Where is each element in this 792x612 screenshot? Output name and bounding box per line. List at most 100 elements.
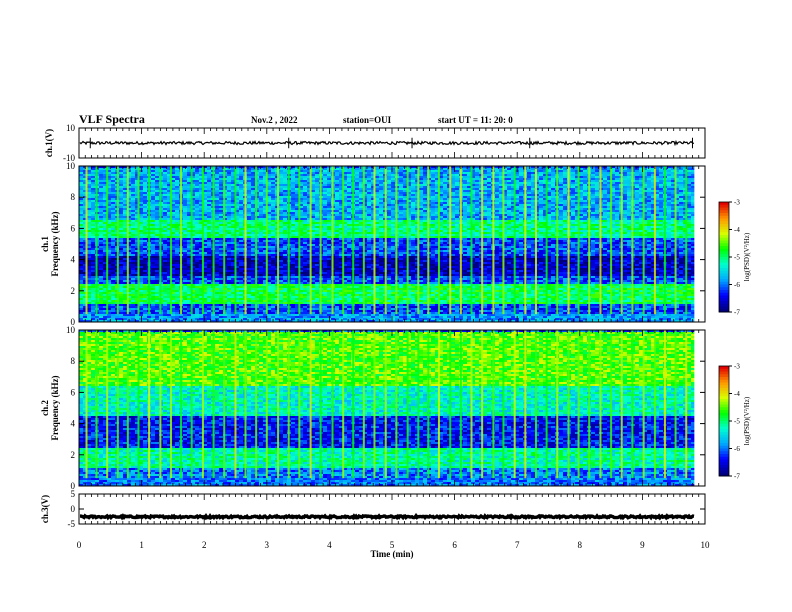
spectrogram-cell	[155, 172, 159, 174]
spectrogram-cell	[507, 186, 511, 188]
spectrogram-cell	[87, 172, 91, 174]
spectrogram-cell	[659, 174, 663, 176]
spectrogram-cell	[123, 174, 127, 176]
spectrogram-cell	[687, 178, 691, 180]
spectrogram-cell	[403, 184, 407, 186]
spectrogram-cell	[615, 182, 619, 184]
spectrogram-cell	[579, 176, 583, 178]
spectrogram-cell	[583, 174, 587, 176]
spectrogram-cell	[499, 168, 503, 170]
spectrogram-cell	[507, 178, 511, 180]
spectrogram-cell	[443, 170, 447, 172]
spectrogram-cell	[531, 176, 535, 178]
spectrogram-cell	[467, 184, 471, 186]
spectrogram-cell	[463, 170, 467, 172]
spectrogram-cell	[375, 178, 379, 180]
spectrogram-cell	[347, 176, 351, 178]
spectrogram-cell	[291, 184, 295, 186]
spectrogram-cell	[527, 182, 531, 184]
spectrogram-cell	[219, 182, 223, 184]
spectrogram-cell	[271, 174, 275, 176]
spectrogram-cell	[303, 172, 307, 174]
spectrogram-cell	[175, 170, 179, 172]
spectrogram-cell	[259, 184, 263, 186]
spectrogram-cell	[387, 184, 391, 186]
spectrogram-cell	[671, 178, 675, 180]
spectrogram-cell	[527, 172, 531, 174]
spectrogram-cell	[239, 184, 243, 186]
spectrogram-cell	[667, 174, 671, 176]
spectrogram-cell	[531, 178, 535, 180]
spectrogram-cell	[231, 168, 235, 170]
spectrogram-cell	[659, 180, 663, 182]
spectrogram-cell	[687, 174, 691, 176]
spectrogram-cell	[603, 184, 607, 186]
spectrogram-cell	[183, 170, 187, 172]
spectrogram-cell	[247, 182, 251, 184]
spectrogram-cell	[327, 182, 331, 184]
spectrogram-cell	[279, 186, 283, 188]
spectrogram-cell	[251, 186, 255, 188]
spectrogram-cell	[231, 176, 235, 178]
spectrogram-cell	[671, 168, 675, 170]
spectrogram-cell	[139, 168, 143, 170]
spectrogram-cell	[359, 172, 363, 174]
spectrogram-cell	[467, 172, 471, 174]
spectrogram-cell	[355, 184, 359, 186]
spectrogram-cell	[531, 182, 535, 184]
spectrogram-cell	[455, 186, 459, 188]
spectrogram-cell	[635, 176, 639, 178]
spectrogram-cell	[271, 180, 275, 182]
spectrogram-cell	[559, 184, 563, 186]
spectrogram-cell	[359, 180, 363, 182]
spectrogram-cell	[539, 170, 543, 172]
spectrogram-cell	[399, 170, 403, 172]
spectrogram-cell	[475, 186, 479, 188]
spectrogram-cell	[595, 178, 599, 180]
spectrogram-cell	[119, 184, 123, 186]
spectrogram-cell	[423, 172, 427, 174]
spectrogram-cell	[551, 182, 555, 184]
spectrogram-cell	[667, 176, 671, 178]
spectrogram-cell	[131, 184, 135, 186]
spectrogram-cell	[227, 178, 231, 180]
spectrogram-cell	[595, 180, 599, 182]
spectrogram-cell	[219, 180, 223, 182]
spectrogram-cell	[247, 176, 251, 178]
spectrogram-cell	[467, 170, 471, 172]
spectrogram-cell	[487, 172, 491, 174]
spectrogram-cell	[323, 184, 327, 186]
spectrogram-cell	[259, 174, 263, 176]
spectrogram-cell	[139, 184, 143, 186]
spectrogram-cell	[639, 184, 643, 186]
spectrogram-cell	[647, 184, 651, 186]
spectrogram-cell	[563, 174, 567, 176]
spectrogram-cell	[679, 170, 683, 172]
spectrogram-cell	[679, 180, 683, 182]
spectrogram-cell	[455, 170, 459, 172]
spectrogram-cell	[483, 170, 487, 172]
spectrogram-cell	[615, 184, 619, 186]
spectrogram-cell	[91, 178, 95, 180]
spectrogram-cell	[347, 172, 351, 174]
spectrogram-cell	[487, 176, 491, 178]
spectrogram-cell	[687, 172, 691, 174]
spectrogram-cell	[379, 174, 383, 176]
spectrogram-cell	[91, 170, 95, 172]
spectrogram-cell	[87, 180, 91, 182]
spectrogram-cell	[667, 182, 671, 184]
spectrogram-cell	[379, 182, 383, 184]
spectrogram-cell	[195, 174, 199, 176]
spectrogram-cell	[303, 184, 307, 186]
spectrogram-cell	[423, 170, 427, 172]
spectrogram-cell	[327, 172, 331, 174]
spectrogram-cell	[327, 176, 331, 178]
spectrogram-cell	[687, 168, 691, 170]
spectrogram-cell	[271, 182, 275, 184]
spectrogram-cell	[183, 174, 187, 176]
spectrogram-cell	[283, 178, 287, 180]
spectrogram-cell	[647, 180, 651, 182]
spectrogram-cell	[119, 180, 123, 182]
spectrogram-cell	[615, 176, 619, 178]
spectrogram-cell	[559, 176, 563, 178]
